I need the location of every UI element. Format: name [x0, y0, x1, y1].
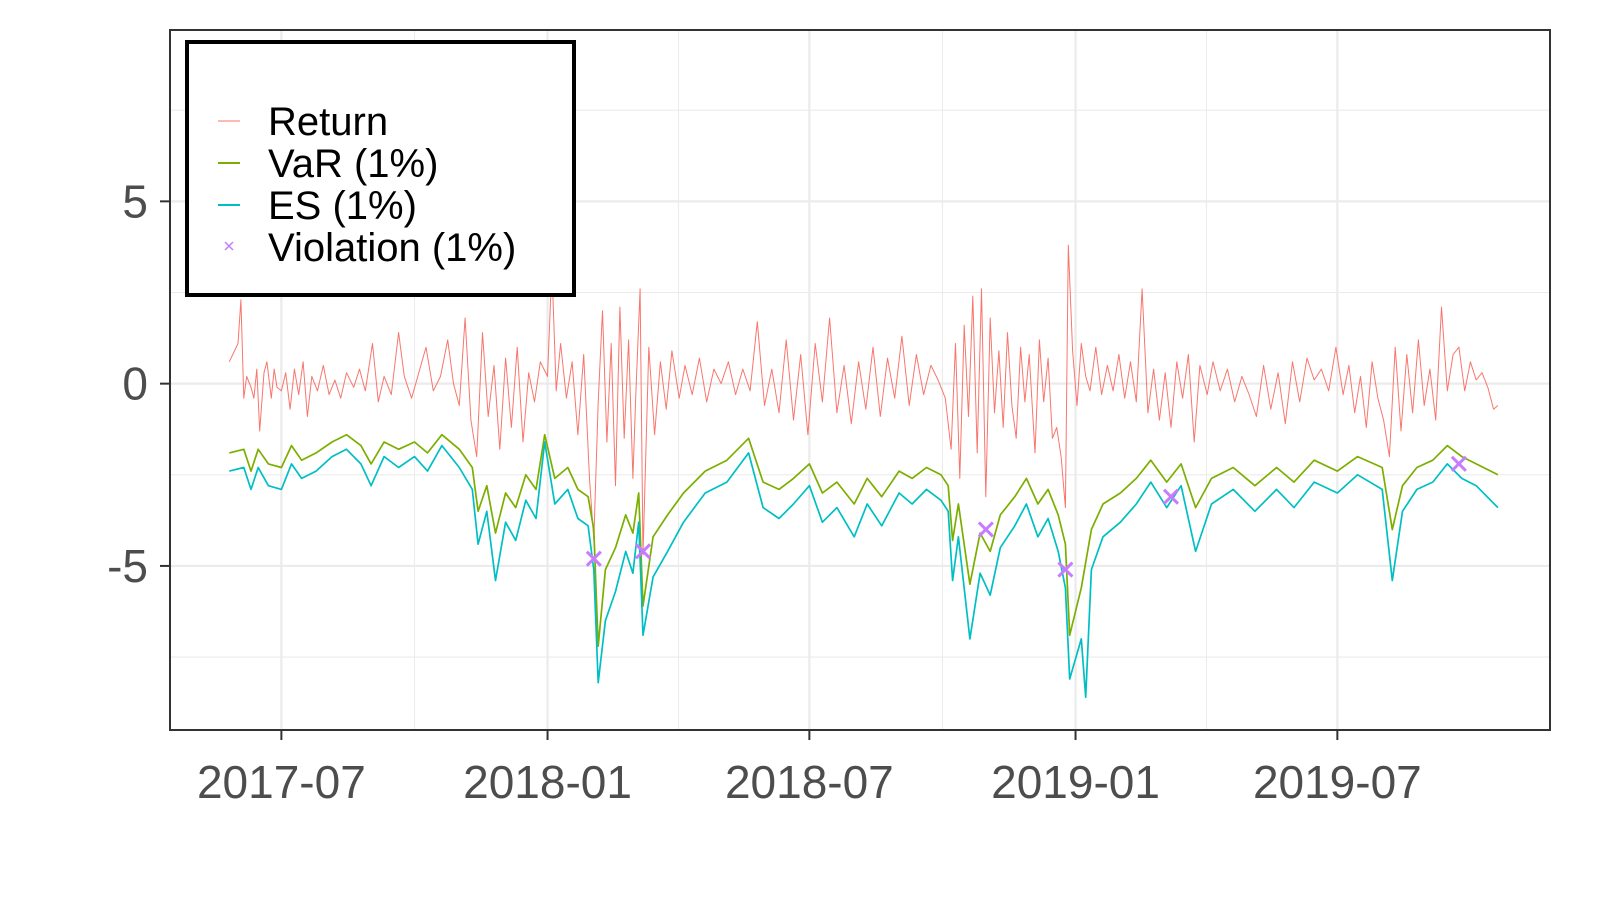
- series-line-es: [229, 441, 1499, 699]
- legend-key-violation: [224, 241, 234, 251]
- x-tick-label: 2019-01: [991, 756, 1160, 808]
- legend-label-es: ES (1%): [268, 184, 417, 228]
- x-tick-label: 2018-01: [463, 756, 632, 808]
- legend-box: [185, 40, 576, 297]
- series-line-return: [228, 244, 1499, 556]
- violation-point: [977, 521, 994, 538]
- legend-label-var: VaR (1%): [268, 142, 438, 186]
- violation-point: [585, 550, 602, 567]
- violation-stroke: [1450, 455, 1467, 472]
- x-tick-label: 2019-07: [1253, 756, 1422, 808]
- legend-label-violation: Violation (1%): [268, 226, 516, 270]
- violation-stroke: [1057, 561, 1074, 578]
- legend: Return VaR (1%) ES (1%) Violation (1%): [185, 40, 576, 297]
- violation-point: [1162, 488, 1180, 505]
- violation-point: [634, 543, 652, 560]
- y-tick-label: 5: [122, 175, 148, 227]
- violation-stroke: [977, 521, 994, 538]
- y-tick-label: -5: [107, 540, 148, 592]
- series-layer: [228, 244, 1499, 699]
- violation-stroke: [585, 550, 602, 567]
- axis-layer: 2017-07 2018-01 2018-07 2019-01 2019-07 5 0 -5: [107, 175, 1422, 808]
- violation-stroke: [634, 543, 652, 560]
- violation-stroke: [1162, 488, 1180, 505]
- x-tick-label: 2018-07: [725, 756, 894, 808]
- y-tick-label: 0: [122, 358, 148, 410]
- violation-point: [1450, 455, 1467, 472]
- series-line-var: [229, 433, 1499, 647]
- x-tick-label: 2017-07: [197, 756, 366, 808]
- violation-point: [1057, 561, 1074, 578]
- legend-label-return: Return: [268, 100, 388, 144]
- plot-panel-border: [169, 29, 1551, 731]
